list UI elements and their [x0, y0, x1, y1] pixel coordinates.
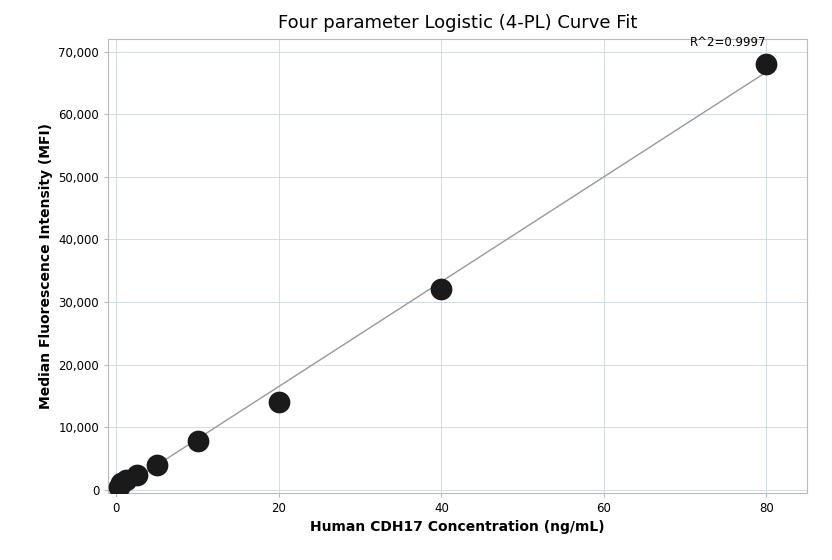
Point	[272, 398, 285, 407]
Point	[434, 285, 448, 294]
Y-axis label: Median Fluorescence Intensity (MFI): Median Fluorescence Intensity (MFI)	[39, 123, 52, 409]
Point	[760, 60, 773, 69]
Point	[115, 478, 128, 487]
Title: Four parameter Logistic (4-PL) Curve Fit: Four parameter Logistic (4-PL) Curve Fit	[278, 14, 637, 32]
Point	[191, 436, 204, 445]
Point	[151, 460, 164, 469]
Point	[130, 470, 143, 479]
Point	[120, 475, 133, 484]
X-axis label: Human CDH17 Concentration (ng/mL): Human CDH17 Concentration (ng/mL)	[310, 520, 605, 534]
Point	[112, 482, 126, 491]
Text: R^2=0.9997: R^2=0.9997	[690, 36, 766, 49]
